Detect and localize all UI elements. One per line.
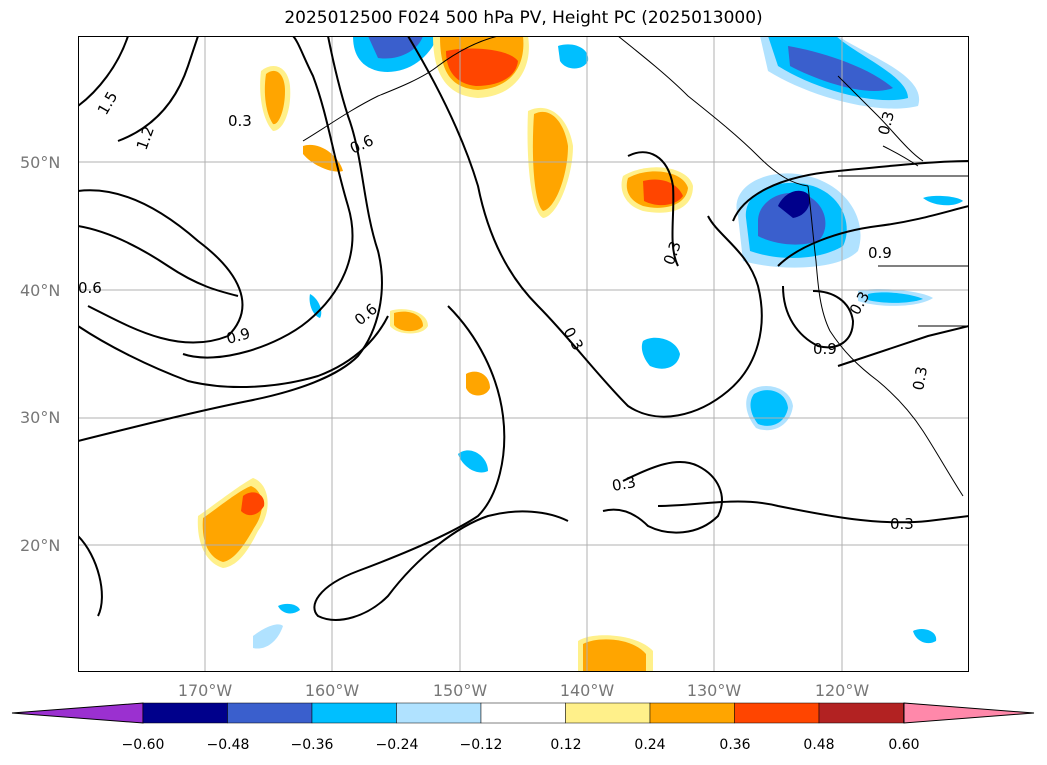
colorbar-segment — [649, 702, 735, 724]
lat-label-40n: 40°N — [20, 281, 61, 300]
contour-label: 0.3 — [890, 515, 914, 533]
colorbar-segment — [311, 702, 397, 724]
lat-label-50n: 50°N — [20, 153, 61, 172]
colorbar-tick: −0.60 — [121, 737, 165, 753]
colorbar-extend-low — [11, 702, 144, 724]
contour-label: 0.9 — [868, 244, 892, 262]
lon-label-150w: 150°W — [432, 681, 488, 700]
colorbar-segment — [227, 702, 313, 724]
colorbar-tick: 0.12 — [550, 737, 582, 753]
lon-label-170w: 170°W — [177, 681, 233, 700]
colorbar-tick: 0.36 — [719, 737, 751, 753]
contour-label: 0.6 — [78, 279, 102, 297]
contour-label: 0.9 — [813, 340, 837, 358]
map-title: 2025012500 F024 500 hPa PV, Height PC (2… — [284, 8, 763, 28]
lat-label-20n: 20°N — [20, 536, 61, 555]
colorbar-segment — [142, 702, 228, 724]
lon-label-120w: 120°W — [814, 681, 870, 700]
colorbar-extend-high — [903, 702, 1035, 724]
map-canvas: 1.5 1.2 0.3 0.6 0.6 0.9 0.6 0.3 0.3 0.3 … — [78, 36, 969, 672]
colorbar-segment — [734, 702, 820, 724]
lat-label-30n: 30°N — [20, 408, 61, 427]
contour-label: 0.9 — [224, 324, 252, 348]
colorbar-segment — [565, 702, 651, 724]
contour-label: 0.3 — [909, 365, 931, 392]
colorbar — [11, 702, 1035, 724]
colorbar-tick: 0.60 — [888, 737, 920, 753]
colorbar-segment — [818, 702, 904, 724]
contour-label: 0.3 — [874, 109, 898, 137]
colorbar-tick: −0.36 — [290, 737, 334, 753]
contour-label: 0.3 — [228, 112, 252, 130]
anomaly-shading — [197, 36, 963, 672]
colorbar-tick: −0.12 — [459, 737, 503, 753]
lon-label-140w: 140°W — [559, 681, 615, 700]
lon-label-160w: 160°W — [304, 681, 360, 700]
colorbar-segment — [480, 702, 566, 724]
colorbar-segment — [396, 702, 482, 724]
coastlines — [302, 36, 969, 497]
colorbar-tick: 0.48 — [803, 737, 835, 753]
colorbar-tick: 0.24 — [634, 737, 666, 753]
lon-label-130w: 130°W — [686, 681, 742, 700]
colorbar-tick: −0.24 — [375, 737, 419, 753]
colorbar-tick: −0.48 — [206, 737, 250, 753]
map-border — [78, 36, 969, 672]
map-area: 1.5 1.2 0.3 0.6 0.6 0.9 0.6 0.3 0.3 0.3 … — [78, 36, 969, 672]
contour-label: 0.3 — [611, 473, 638, 495]
height-contours — [78, 36, 969, 621]
colorbar-segments — [142, 702, 904, 724]
